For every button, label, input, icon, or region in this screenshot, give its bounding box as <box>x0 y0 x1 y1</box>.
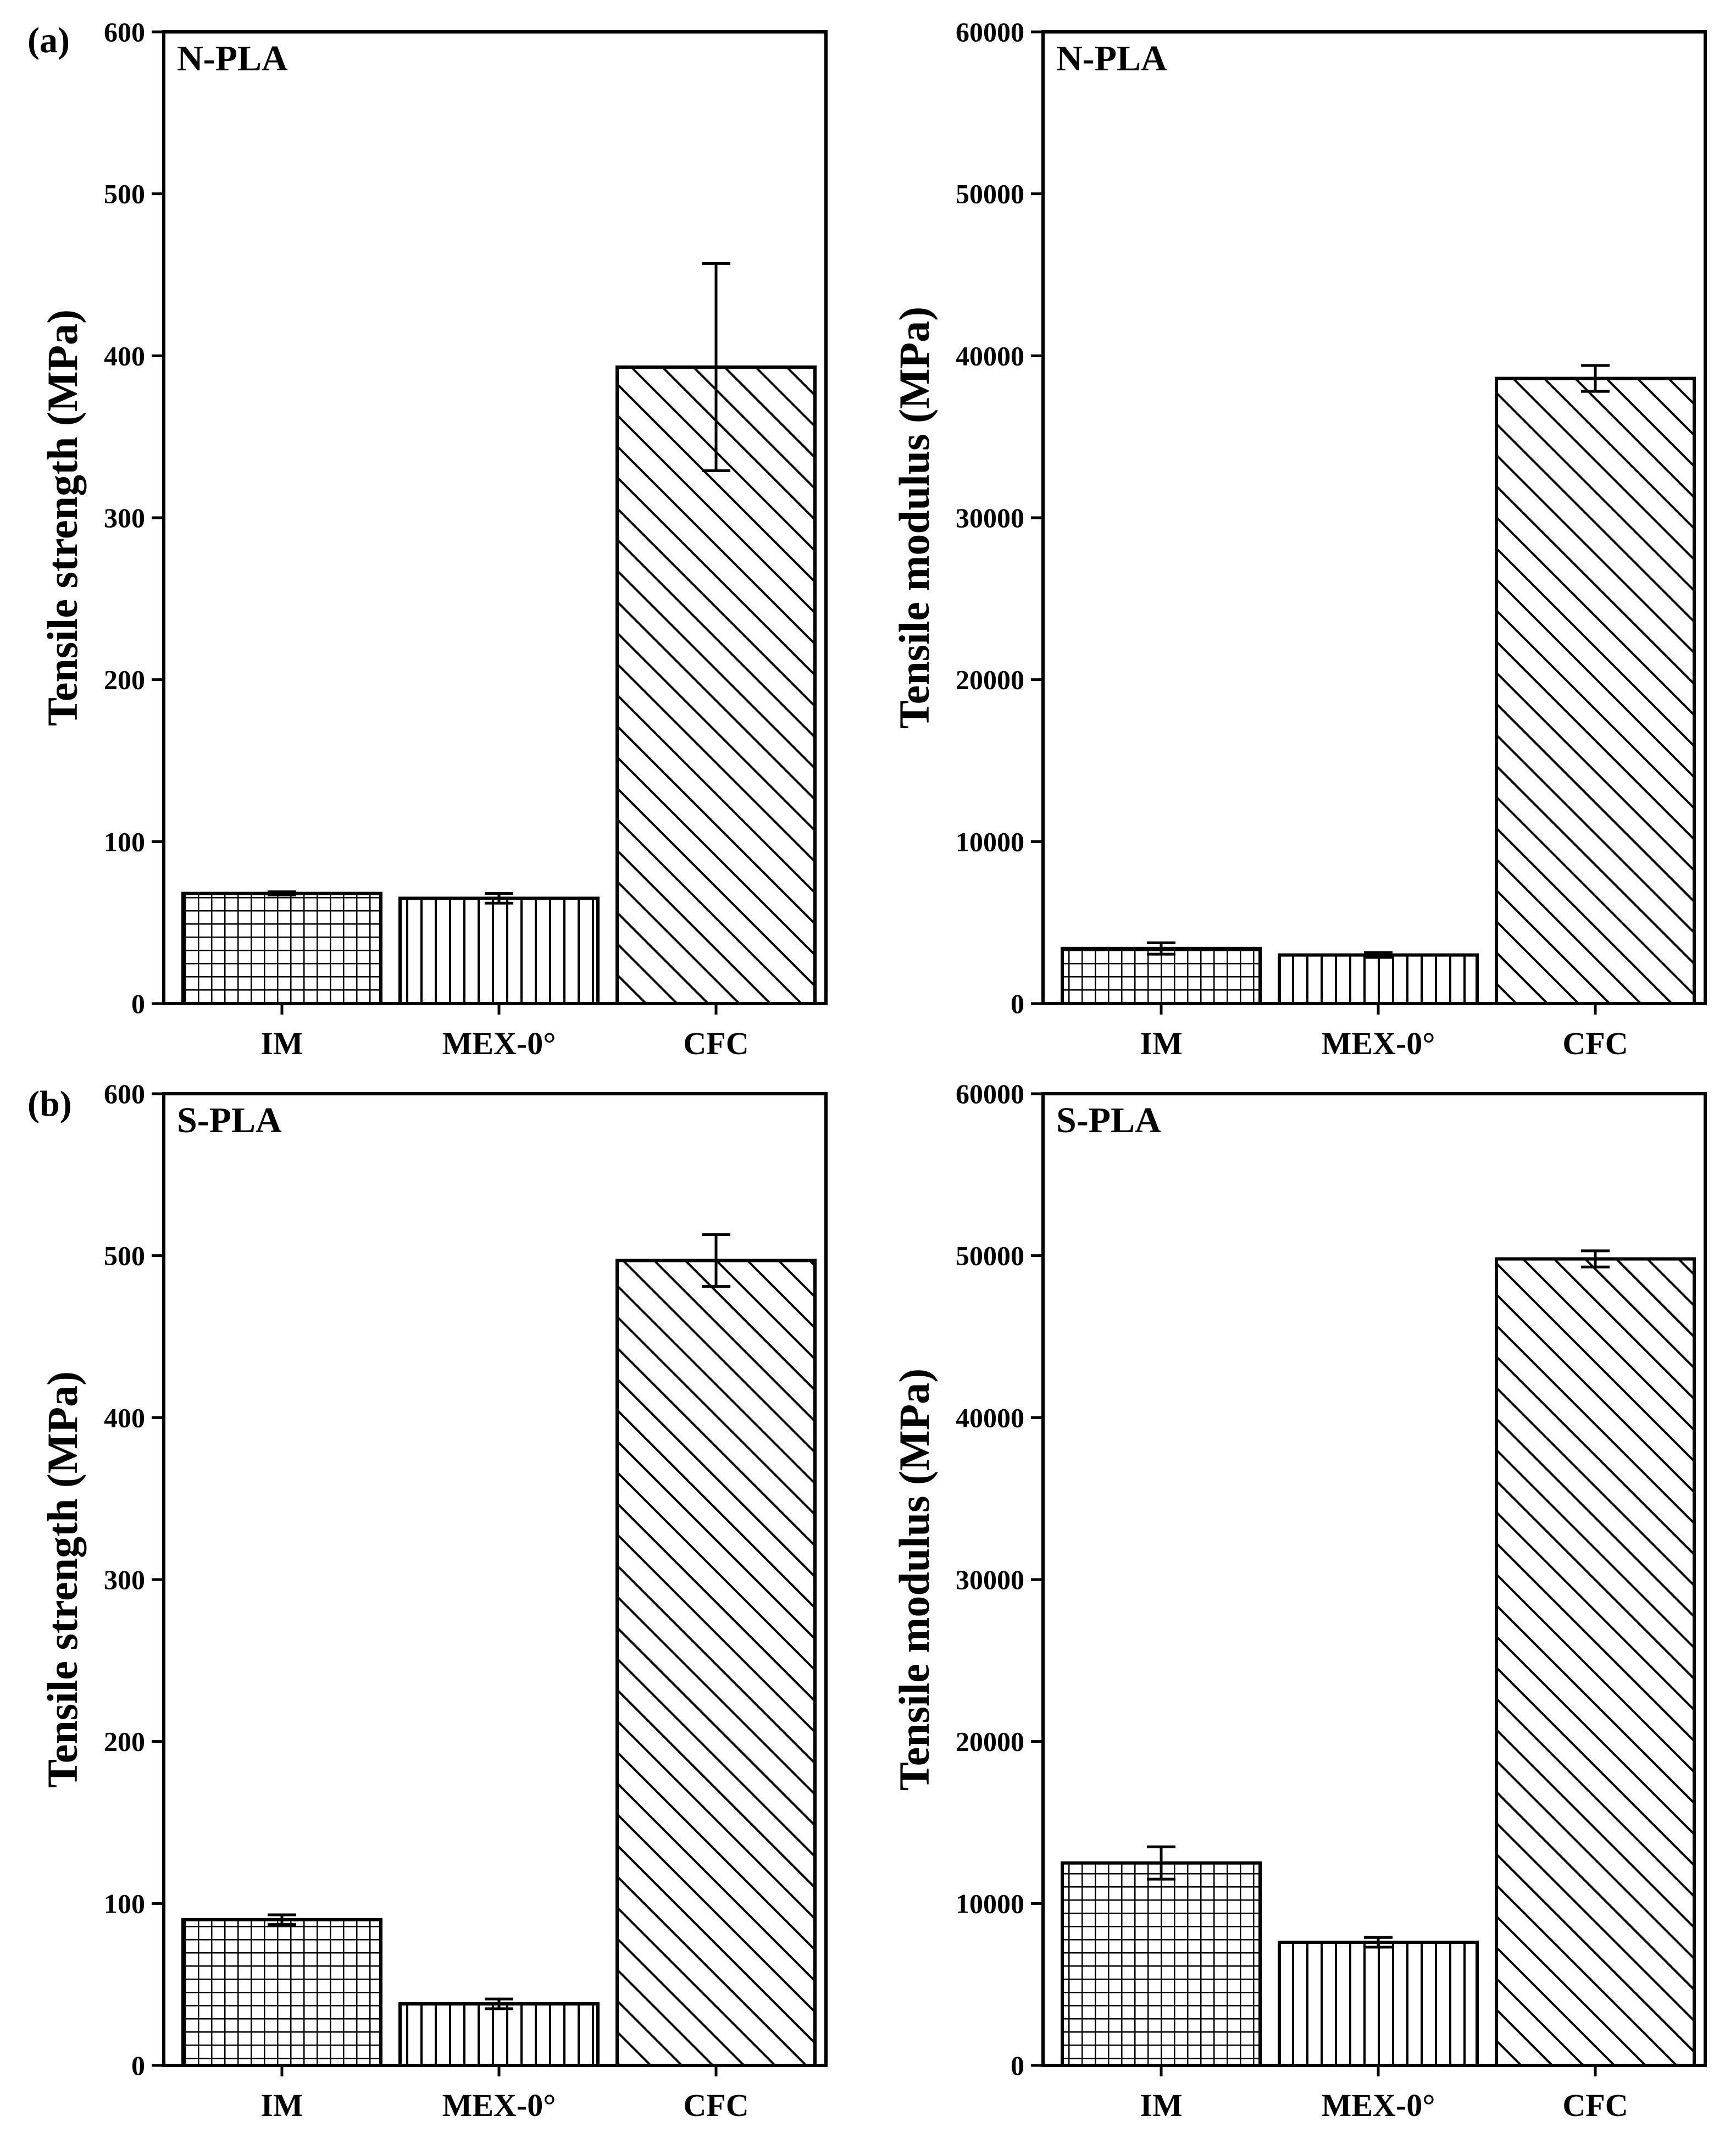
x-categories: IM MEX-0° CFC <box>1140 1004 1628 1061</box>
y-tick-label: 60000 <box>956 16 1024 47</box>
x-category-label: MEX-0° <box>1322 2087 1435 2123</box>
x-category-label: IM <box>260 1026 303 1061</box>
bars <box>1061 376 1696 1006</box>
y-axis-label: Tensile modulus (MPa) <box>890 1369 938 1791</box>
y-tick-label: 100 <box>104 826 145 857</box>
y-tick-label: 0 <box>131 988 145 1019</box>
y-tick-label: 0 <box>1011 2050 1024 2081</box>
y-tick-label: 20000 <box>956 664 1024 695</box>
y-tick-label: 0 <box>131 2050 145 2081</box>
y-tick-label: 600 <box>104 16 145 47</box>
error-bars <box>1147 364 1610 959</box>
y-tick-label: 400 <box>104 1402 145 1433</box>
x-categories: IM MEX-0° CFC <box>260 1004 749 1061</box>
bar-cfc <box>1495 376 1696 1005</box>
y-tick-label: 200 <box>104 1726 145 1757</box>
error-bars <box>268 1233 730 2010</box>
x-category-label: CFC <box>683 1026 748 1061</box>
y-ticks: 0 10000 20000 30000 40000 50000 60000 <box>956 1078 1043 2081</box>
bars <box>181 365 817 1006</box>
chart-title: S-PLA <box>177 1100 282 1140</box>
y-tick-label: 50000 <box>956 1240 1024 1271</box>
bar-im <box>1061 946 1262 1006</box>
y-ticks: 0 100 200 300 400 500 600 <box>104 16 164 1019</box>
x-category-label: MEX-0° <box>1322 1026 1435 1061</box>
y-tick-label: 40000 <box>956 1402 1024 1433</box>
bars <box>181 1259 817 2068</box>
chart-title: N-PLA <box>1056 38 1167 79</box>
x-category-label: IM <box>1140 2087 1182 2123</box>
bar-im <box>181 1918 382 2068</box>
y-axis-label: Tensile strength (MPa) <box>38 1371 86 1788</box>
chart-title: S-PLA <box>1056 1100 1161 1140</box>
y-axis-label: Tensile modulus (MPa) <box>890 307 938 729</box>
x-category-label: IM <box>260 2087 303 2123</box>
y-tick-label: 400 <box>104 340 145 371</box>
bar-im <box>1061 1861 1262 2068</box>
x-category-label: CFC <box>1562 1026 1628 1061</box>
x-categories: IM MEX-0° CFC <box>260 2065 749 2123</box>
chart-spla-strength: (b) S-PLA Tensile strength (MPa) 0 100 200… <box>27 1078 828 2123</box>
chart-npla-modulus: N-PLA Tensile modulus (MPa) 0 10000 20000 3… <box>890 16 1707 1061</box>
y-tick-label: 500 <box>104 1240 145 1271</box>
y-tick-label: 600 <box>104 1078 145 1109</box>
chart-spla-modulus: S-PLA Tensile modulus (MPa) 0 10000 20000 3… <box>890 1078 1707 2123</box>
bars <box>1061 1257 1696 2068</box>
bar-cfc <box>615 1259 817 2067</box>
y-tick-label: 30000 <box>956 1564 1024 1595</box>
bar-cfc <box>1495 1257 1696 2067</box>
x-category-label: IM <box>1140 1026 1182 1061</box>
error-bars <box>268 262 730 905</box>
panel-letter: (b) <box>27 1084 72 1124</box>
bar-mex-0 <box>1278 953 1479 1005</box>
error-bars <box>1147 1249 1610 1949</box>
y-tick-label: 30000 <box>956 502 1024 533</box>
bar-im <box>181 891 382 1006</box>
y-tick-label: 100 <box>104 1888 145 1919</box>
bar-mex-0 <box>398 896 600 1006</box>
y-tick-label: 10000 <box>956 826 1024 857</box>
x-category-label: CFC <box>1562 2087 1628 2123</box>
y-ticks: 0 100 200 300 400 500 600 <box>104 1078 164 2081</box>
x-category-label: MEX-0° <box>442 2087 556 2123</box>
y-tick-label: 40000 <box>956 340 1024 371</box>
y-tick-label: 50000 <box>956 179 1024 209</box>
y-tick-label: 60000 <box>956 1078 1024 1109</box>
chart-npla-strength: (a) N-PLA Tensile strength (MPa) 0 100 200… <box>27 16 828 1061</box>
y-tick-label: 20000 <box>956 1726 1024 1757</box>
y-tick-label: 300 <box>104 1564 145 1595</box>
y-ticks: 0 10000 20000 30000 40000 50000 60000 <box>956 16 1043 1019</box>
bar-mex-0 <box>398 2002 600 2067</box>
x-categories: IM MEX-0° CFC <box>1140 2065 1628 2123</box>
y-tick-label: 0 <box>1011 988 1024 1019</box>
y-tick-label: 500 <box>104 179 145 209</box>
y-tick-label: 10000 <box>956 1888 1024 1919</box>
y-tick-label: 200 <box>104 664 145 695</box>
y-axis-label: Tensile strength (MPa) <box>38 309 86 726</box>
x-category-label: CFC <box>683 2087 748 2123</box>
chart-title: N-PLA <box>177 38 288 79</box>
panel-letter: (a) <box>27 20 70 60</box>
bar-mex-0 <box>1278 1941 1479 2067</box>
y-tick-label: 300 <box>104 502 145 533</box>
x-category-label: MEX-0° <box>442 1026 556 1061</box>
